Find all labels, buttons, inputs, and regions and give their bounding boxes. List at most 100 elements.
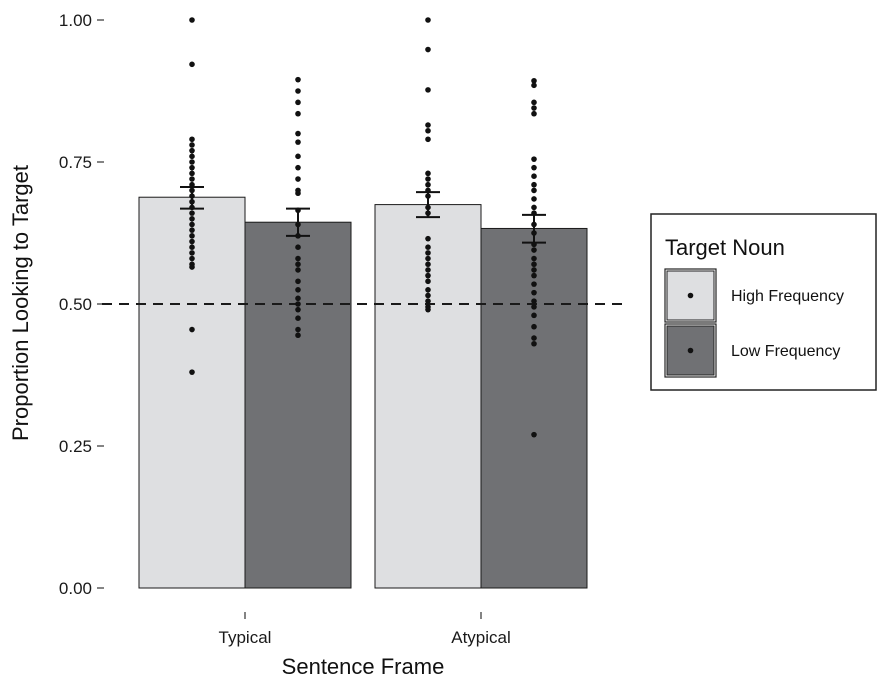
legend-label: High Frequency [731, 288, 844, 305]
y-tick-label: 0.50 [59, 295, 92, 314]
y-tick-label: 0.00 [59, 579, 92, 598]
data-point [531, 289, 537, 296]
data-point [425, 287, 431, 293]
data-point [295, 88, 301, 94]
data-point [189, 369, 195, 375]
data-point [295, 139, 301, 145]
data-point [425, 87, 431, 93]
data-point [189, 238, 195, 245]
data-point [425, 122, 431, 128]
legend-item-low-frequency: Low Frequency [664, 323, 840, 378]
data-point [189, 326, 195, 333]
data-point [425, 136, 431, 143]
data-point [531, 164, 537, 171]
data-point [425, 244, 431, 250]
data-point [531, 173, 537, 179]
data-point [189, 170, 195, 177]
data-point [531, 255, 537, 262]
y-tick-label: 0.75 [59, 153, 92, 172]
data-point [425, 235, 431, 242]
data-point [425, 267, 431, 273]
data-point [425, 210, 431, 216]
data-point [295, 233, 301, 239]
data-point [295, 153, 301, 160]
bar-typical-low-frequency [244, 221, 352, 589]
data-point [295, 295, 301, 302]
data-point [531, 340, 537, 347]
data-point [295, 207, 301, 214]
data-point [531, 272, 537, 279]
bar-atypical-high-frequency [374, 204, 482, 589]
y-tick-label: 1.00 [59, 11, 92, 30]
data-point [189, 210, 195, 216]
data-point [295, 164, 301, 171]
data-point [189, 187, 195, 194]
data-point [531, 105, 537, 111]
data-point [425, 250, 431, 256]
data-point [189, 204, 195, 211]
data-point [189, 244, 195, 250]
data-point [531, 196, 537, 202]
data-point [295, 261, 301, 268]
legend-item-high-frequency: High Frequency [664, 268, 844, 323]
data-point [295, 332, 301, 339]
data-point [189, 250, 195, 256]
data-point [425, 204, 431, 211]
y-axis-title: Proportion Looking to Target [8, 165, 33, 441]
data-point [295, 278, 301, 285]
data-point [295, 326, 301, 333]
data-point [531, 210, 537, 216]
data-point [295, 176, 301, 182]
data-point [189, 176, 195, 182]
data-point [295, 244, 301, 250]
data-point [295, 287, 301, 293]
data-point [425, 306, 431, 313]
x-tick-label-atypical: Atypical [451, 628, 511, 647]
data-point [189, 255, 195, 262]
data-point [531, 187, 537, 194]
data-point [531, 335, 537, 341]
data-point [295, 76, 301, 83]
legend-label: Low Frequency [731, 343, 840, 360]
data-points [189, 17, 537, 438]
data-point [531, 323, 537, 330]
data-point [189, 227, 195, 233]
data-point [189, 147, 195, 154]
data-point [531, 247, 537, 253]
data-point [425, 170, 431, 177]
y-tick-label: 0.25 [59, 437, 92, 456]
data-point [295, 315, 301, 322]
data-point [531, 204, 537, 211]
x-tick-label-typical: Typical [219, 628, 272, 647]
data-point [531, 230, 537, 236]
data-point [531, 281, 537, 287]
data-point [425, 17, 431, 23]
data-point [425, 255, 431, 262]
data-point [425, 176, 431, 182]
data-point [189, 198, 195, 205]
y-axis: 0.00 0.25 0.50 0.75 1.00 [59, 11, 104, 598]
data-point [189, 17, 195, 23]
data-point [189, 142, 195, 148]
data-point [531, 298, 537, 304]
data-point [189, 136, 195, 143]
legend-items: High Frequency Low Frequency [664, 268, 844, 378]
data-point [531, 181, 537, 188]
data-point [425, 46, 431, 53]
data-point [425, 187, 431, 194]
data-point [531, 156, 537, 162]
data-point [425, 298, 431, 304]
bars [138, 196, 588, 589]
x-axis-title: Sentence Frame [282, 654, 445, 679]
data-point [295, 301, 301, 307]
data-point [425, 193, 431, 199]
data-point [189, 264, 195, 270]
data-point [189, 61, 195, 68]
data-point [531, 221, 537, 228]
x-axis: Typical Atypical [219, 612, 511, 647]
data-point [531, 267, 537, 273]
data-point [531, 77, 537, 84]
data-point [425, 278, 431, 285]
data-point [531, 110, 537, 117]
data-point [295, 190, 301, 197]
